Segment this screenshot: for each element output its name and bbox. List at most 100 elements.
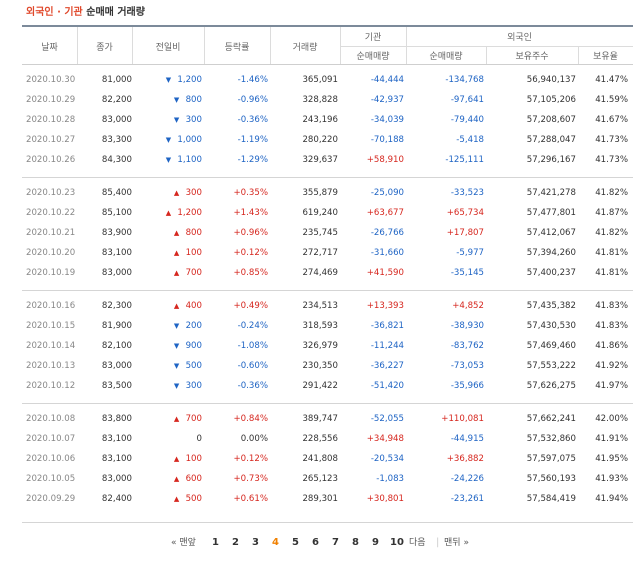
institution-net-cell: -36,227 — [370, 361, 404, 371]
date-cell: 2020.10.21 — [26, 228, 76, 238]
foreign-net-cell: -38,930 — [450, 321, 484, 331]
group-divider — [22, 177, 633, 178]
date-cell: 2020.09.29 — [26, 494, 76, 504]
foreign-ratio-cell: 41.93% — [595, 474, 628, 484]
foreign-net-cell: -24,226 — [450, 474, 484, 484]
foreign-ratio-cell: 41.81% — [595, 268, 628, 278]
rate-cell: 0.00% — [240, 434, 268, 444]
volume-cell: 291,422 — [302, 381, 338, 391]
down-triangle-icon: ▼ — [173, 362, 180, 370]
volume-cell: 228,556 — [302, 434, 338, 444]
foreign-net-cell: -35,966 — [450, 381, 484, 391]
header-date: 날짜 — [41, 42, 58, 53]
change-value: 600 — [185, 474, 202, 484]
page-link-5[interactable]: 5 — [292, 537, 299, 548]
section-title: 외국인 · 기관 순매매 거래량 — [26, 6, 145, 20]
rate-cell: -0.36% — [237, 381, 268, 391]
page-link-7[interactable]: 7 — [332, 537, 339, 548]
foreign-ratio-cell: 41.94% — [595, 494, 628, 504]
down-triangle-icon: ▼ — [165, 76, 172, 84]
header-change: 전일비 — [155, 42, 181, 53]
header-rate: 등락률 — [224, 42, 250, 53]
volume-cell: 241,808 — [302, 454, 338, 464]
table-row: 2020.10.29 82,200 ▼ 800 -0.96% 328,828 -42,937… — [22, 90, 633, 110]
date-cell: 2020.10.12 — [26, 381, 76, 391]
close-price-cell: 82,100 — [101, 341, 132, 351]
change-cell: ▲ 300 — [134, 183, 202, 203]
close-price-cell: 82,300 — [101, 301, 132, 311]
table-row: 2020.10.16 82,300 ▲ 400 +0.49% 234,513 +13,393… — [22, 296, 633, 316]
down-triangle-icon: ▼ — [173, 322, 180, 330]
foreign-net-cell: -33,523 — [450, 188, 484, 198]
date-cell: 2020.10.27 — [26, 135, 76, 145]
table-row: 2020.10.27 83,300 ▼ 1,000 -1.19% 280,220 -70,1… — [22, 130, 633, 150]
down-triangle-icon: ▼ — [173, 342, 180, 350]
foreign-shares-cell: 57,105,206 — [526, 95, 576, 105]
close-price-cell: 82,200 — [101, 95, 132, 105]
page-link-9[interactable]: 9 — [372, 537, 379, 548]
date-cell: 2020.10.20 — [26, 248, 76, 258]
change-cell: ▲ 700 — [134, 409, 202, 429]
double-left-arrow-icon: « — [171, 538, 177, 548]
institution-net-cell: +58,910 — [366, 155, 404, 165]
table-row: 2020.10.26 84,300 ▼ 1,100 -1.29% 329,637 +58,9… — [22, 150, 633, 170]
foreign-net-cell: -35,145 — [450, 268, 484, 278]
close-price-cell: 83,000 — [101, 268, 132, 278]
row-group: 2020.10.30 81,000 ▼ 1,200 -1.46% 365,091 -44,4… — [22, 70, 633, 170]
header-volume: 거래량 — [292, 42, 318, 53]
institution-net-cell: +34,948 — [366, 434, 404, 444]
page-link-1[interactable]: 1 — [212, 537, 219, 548]
close-price-cell: 83,000 — [101, 115, 132, 125]
foreign-shares-cell: 57,560,193 — [526, 474, 576, 484]
group-divider — [22, 290, 633, 291]
volume-cell: 265,123 — [302, 474, 338, 484]
table-row: 2020.10.12 83,500 ▼ 300 -0.36% 291,422 -51,420… — [22, 376, 633, 396]
foreign-ratio-cell: 41.83% — [595, 301, 628, 311]
institution-net-cell: -1,083 — [376, 474, 404, 484]
date-cell: 2020.10.23 — [26, 188, 76, 198]
foreign-net-cell: +65,734 — [446, 208, 484, 218]
page-link-3[interactable]: 3 — [252, 537, 259, 548]
foreign-shares-cell: 56,940,137 — [526, 75, 576, 85]
foreign-net-cell: -44,915 — [450, 434, 484, 444]
foreign-ratio-cell: 41.82% — [595, 228, 628, 238]
header-bottom-border — [22, 64, 633, 65]
down-triangle-icon: ▼ — [173, 96, 180, 104]
up-triangle-icon: ▲ — [173, 475, 180, 483]
foreign-net-cell: -125,111 — [445, 155, 484, 165]
institution-net-cell: -34,039 — [370, 115, 404, 125]
rate-cell: -1.19% — [237, 135, 268, 145]
foreign-ratio-cell: 41.47% — [595, 75, 628, 85]
foreign-net-cell: -83,762 — [450, 341, 484, 351]
up-triangle-icon: ▲ — [173, 302, 180, 310]
down-triangle-icon: ▼ — [165, 156, 172, 164]
first-page-link[interactable]: « 맨앞 — [171, 538, 196, 548]
last-page-link[interactable]: 맨뒤 » — [444, 538, 469, 548]
header-foreign-group: 외국인 — [507, 33, 532, 43]
page-link-4-current[interactable]: 4 — [272, 537, 279, 548]
foreign-ratio-cell: 41.82% — [595, 188, 628, 198]
foreign-shares-cell: 57,597,075 — [526, 454, 576, 464]
table-row: 2020.10.05 83,000 ▲ 600 +0.73% 265,123 -1,083 -… — [22, 469, 633, 489]
page-link-6[interactable]: 6 — [312, 537, 319, 548]
foreign-shares-cell: 57,477,801 — [526, 208, 576, 218]
close-price-cell: 83,800 — [101, 414, 132, 424]
institution-net-cell: -31,660 — [370, 248, 404, 258]
rate-cell: -0.96% — [237, 95, 268, 105]
next-link[interactable]: 다음 — [409, 538, 426, 548]
up-triangle-icon: ▲ — [173, 415, 180, 423]
foreign-shares-cell: 57,421,278 — [526, 188, 576, 198]
foreign-shares-cell: 57,394,260 — [526, 248, 576, 258]
header-institution-net: 순매매량 — [356, 52, 390, 62]
change-value: 800 — [185, 228, 202, 238]
page-link-8[interactable]: 8 — [352, 537, 359, 548]
group-divider — [22, 403, 633, 404]
pagination: « 맨앞 1 2 3 4 5 6 7 8 9 10 다음 | 맨뒤 » — [0, 535, 637, 551]
change-cell: ▲ 800 — [134, 223, 202, 243]
up-triangle-icon: ▲ — [173, 229, 180, 237]
page-link-10[interactable]: 10 — [390, 537, 404, 548]
change-cell: ▲ 500 — [134, 489, 202, 509]
change-value: 1,200 — [177, 75, 202, 85]
page-link-2[interactable]: 2 — [232, 537, 239, 548]
change-value: 200 — [185, 321, 202, 331]
